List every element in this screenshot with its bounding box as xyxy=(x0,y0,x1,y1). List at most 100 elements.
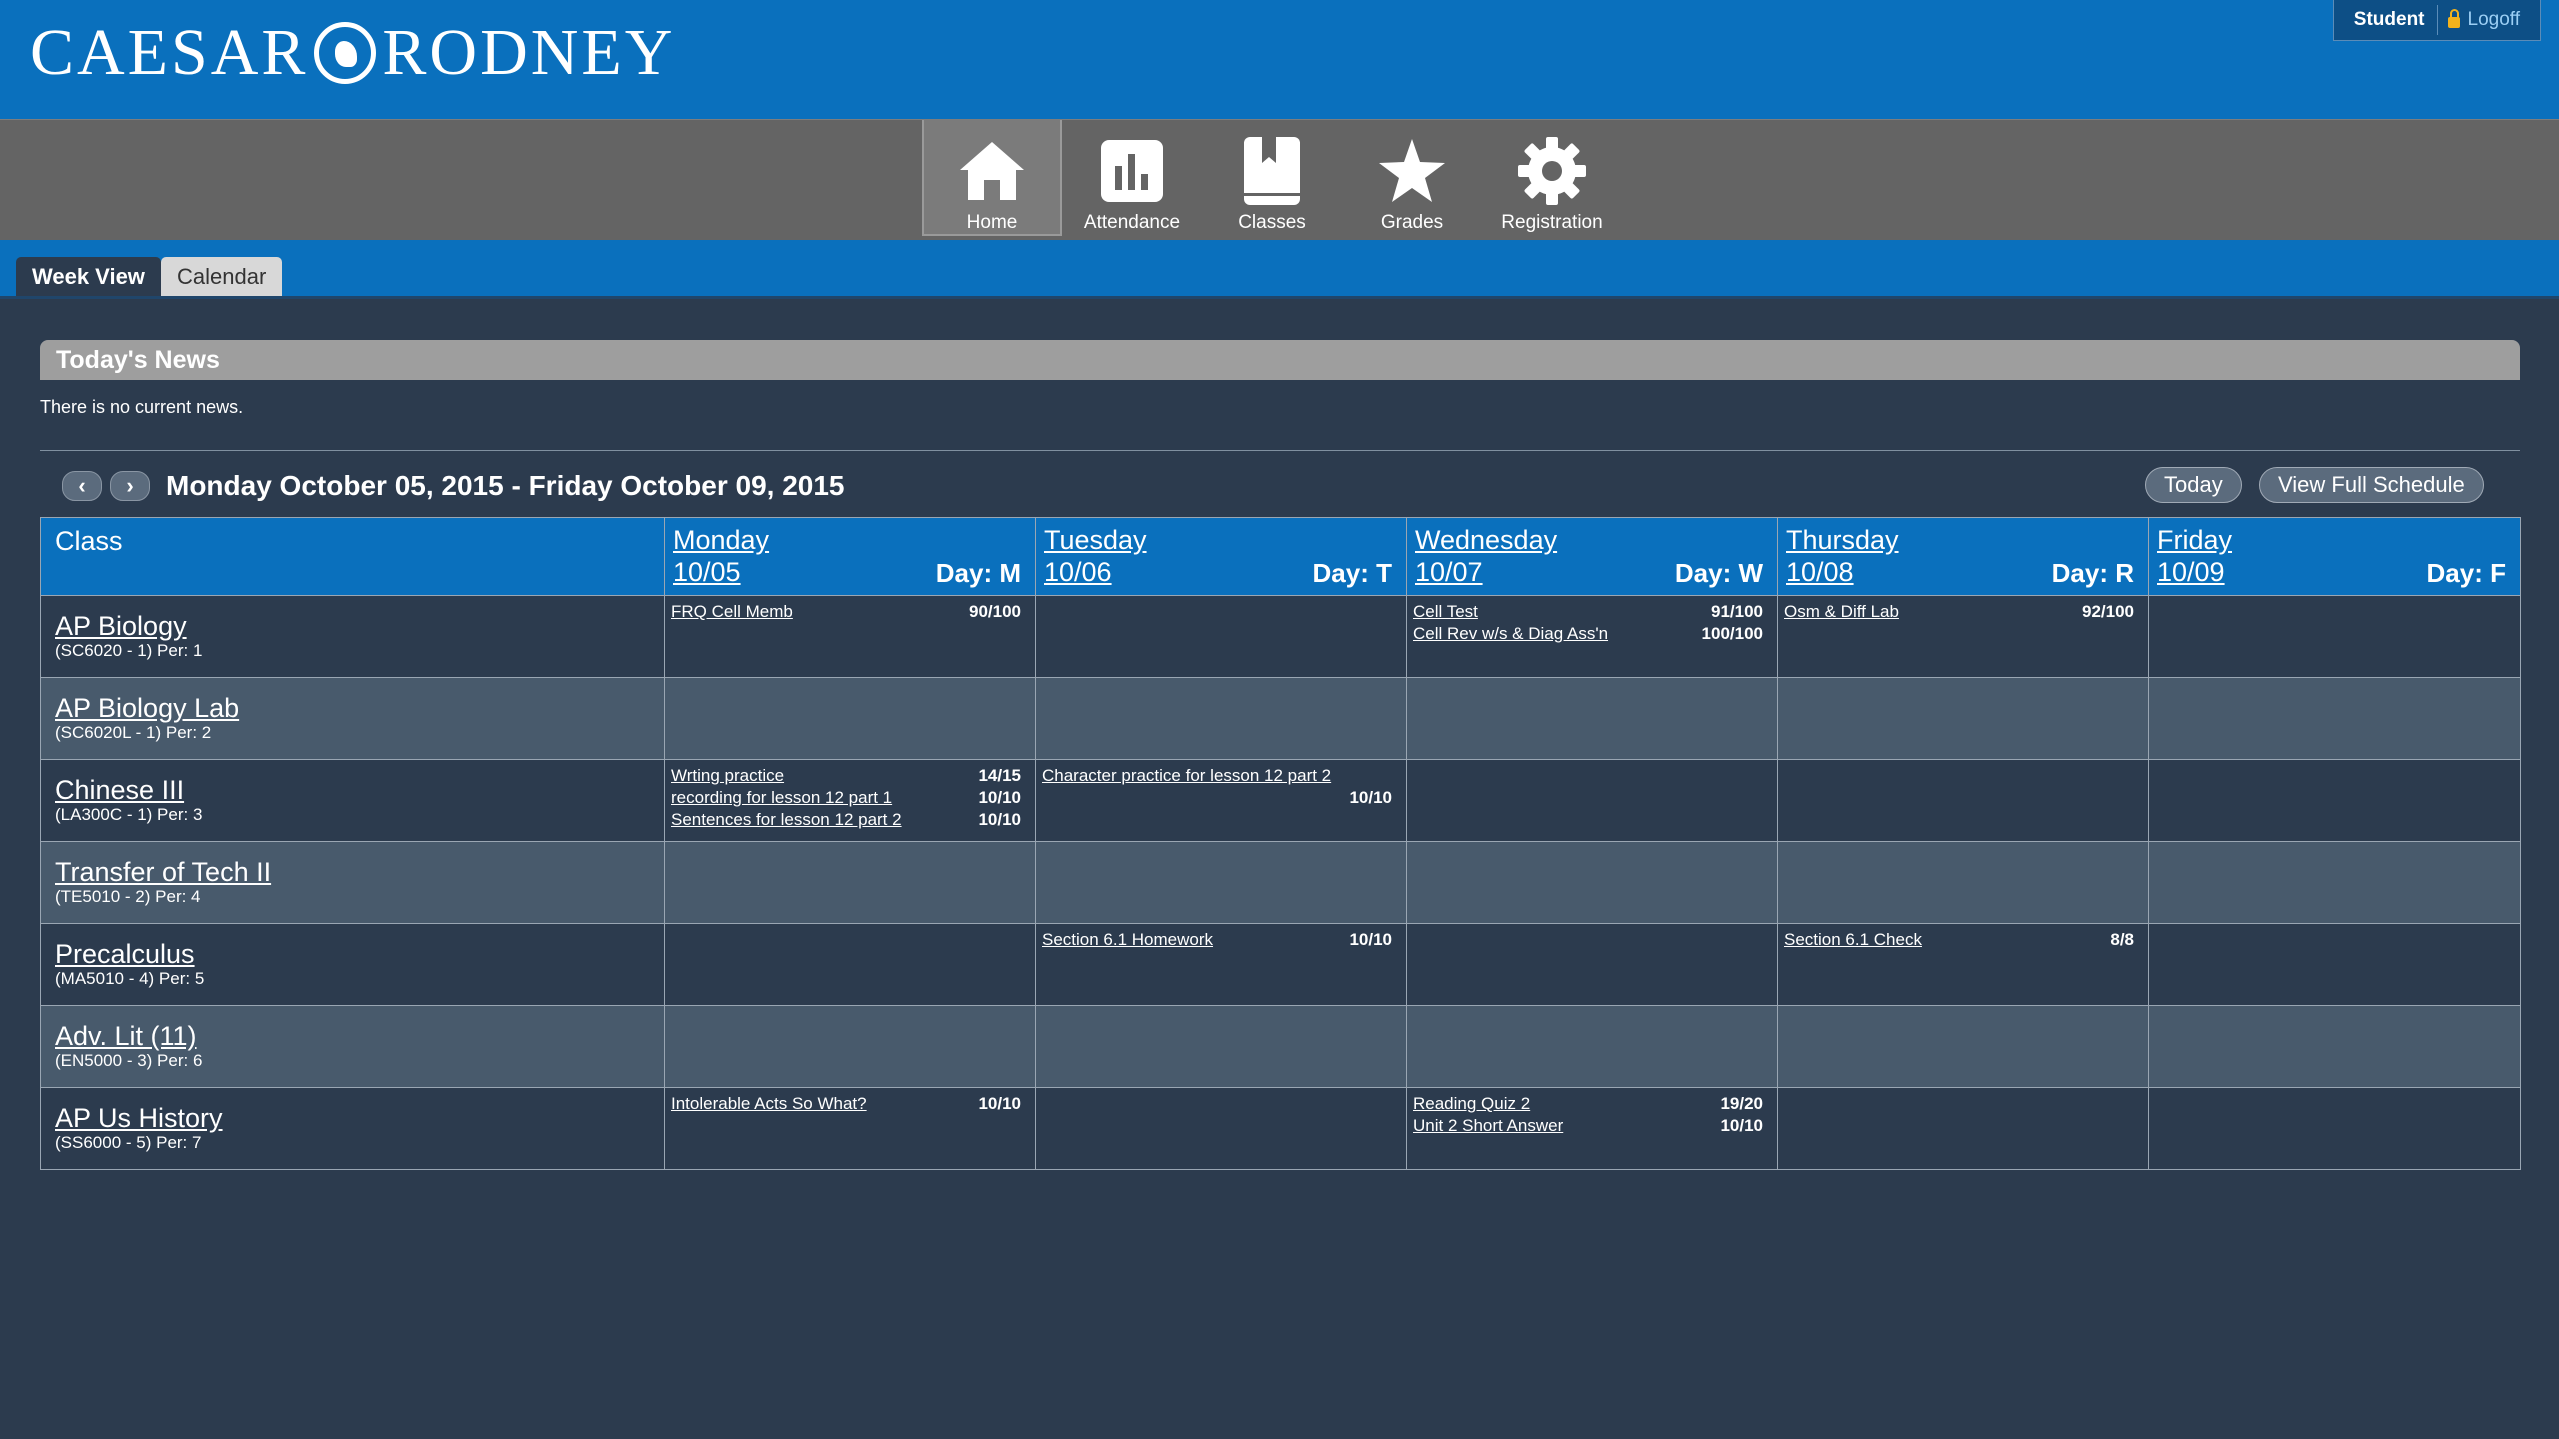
class-name-link[interactable]: Precalculus xyxy=(55,939,195,969)
assignment-link[interactable]: Wrting practice xyxy=(671,766,785,785)
nav-attendance-label: Attendance xyxy=(1083,212,1181,233)
schedule-cell xyxy=(664,841,1036,924)
main-nav: Home Attendance Classes Grades xyxy=(0,119,2559,243)
table-header-row: Class Monday 10/05 Day: M Tuesday 10/06 … xyxy=(40,517,2521,596)
prev-week-button[interactable]: ‹ xyxy=(62,471,102,501)
week-range-title: Monday October 05, 2015 - Friday October… xyxy=(166,470,845,501)
day-header-tuesday: Tuesday 10/06 Day: T xyxy=(1035,517,1407,596)
assignment-link[interactable]: Cell Test xyxy=(1413,602,1478,621)
schedule-cell xyxy=(664,677,1036,760)
class-column-header: Class xyxy=(40,517,665,596)
chevron-right-icon: › xyxy=(126,473,134,498)
nav-registration[interactable]: Registration xyxy=(1482,120,1622,236)
class-name-link[interactable]: Adv. Lit (11) xyxy=(55,1021,197,1051)
schedule-cell: FRQ Cell Memb 90/100 xyxy=(664,595,1036,678)
table-row: Precalculus (MA5010 - 4) Per: 5 Section … xyxy=(40,923,2521,1006)
schedule-cell xyxy=(2148,841,2521,924)
class-cell: AP Biology (SC6020 - 1) Per: 1 xyxy=(40,595,665,678)
day-name-link[interactable]: Monday xyxy=(673,525,770,555)
assignment-link[interactable]: Unit 2 Short Answer xyxy=(1413,1116,1564,1135)
day-name-link[interactable]: Friday xyxy=(2157,525,2233,555)
sub-tab-bar: Week View Calendar xyxy=(0,240,2559,299)
assignment-score: 8/8 xyxy=(2110,930,2134,949)
assignment-item: Unit 2 Short Answer 10/10 xyxy=(1413,1115,1763,1137)
class-name-link[interactable]: AP Biology xyxy=(55,611,187,641)
day-date-link[interactable]: 10/05 xyxy=(673,557,741,587)
schedule-cell: Section 6.1 Homework 10/10 xyxy=(1035,923,1407,1006)
assignment-link[interactable]: Osm & Diff Lab xyxy=(1784,602,1899,621)
class-name-link[interactable]: Transfer of Tech II xyxy=(55,857,272,887)
table-row: AP Biology Lab (SC6020L - 1) Per: 2 xyxy=(40,677,2521,760)
day-date-link[interactable]: 10/06 xyxy=(1044,557,1112,587)
table-row: AP Us History (SS6000 - 5) Per: 7 Intole… xyxy=(40,1087,2521,1170)
assignment-link[interactable]: Reading Quiz 2 xyxy=(1413,1094,1531,1113)
day-header-monday: Monday 10/05 Day: M xyxy=(664,517,1036,596)
day-date-link[interactable]: 10/09 xyxy=(2157,557,2225,587)
schedule-cell: Intolerable Acts So What? 10/10 xyxy=(664,1087,1036,1170)
schedule-cell xyxy=(1406,1005,1778,1088)
table-row: Transfer of Tech II (TE5010 - 2) Per: 4 xyxy=(40,841,2521,924)
schedule-cell xyxy=(1777,1005,2149,1088)
table-row: Chinese III (LA300C - 1) Per: 3 Wrting p… xyxy=(40,759,2521,842)
assignment-item: Osm & Diff Lab 92/100 xyxy=(1784,601,2134,623)
assignment-item: Character practice for lesson 12 part 2 … xyxy=(1042,765,1392,809)
tab-calendar[interactable]: Calendar xyxy=(161,257,283,296)
seal-icon xyxy=(314,22,377,84)
lock-icon xyxy=(2447,8,2460,28)
assignment-link[interactable]: Section 6.1 Check xyxy=(1784,930,1922,949)
class-info: (EN5000 - 3) Per: 6 xyxy=(55,1051,203,1070)
schedule-cell xyxy=(1406,677,1778,760)
class-info: (SC6020 - 1) Per: 1 xyxy=(55,641,203,660)
class-name-link[interactable]: AP Biology Lab xyxy=(55,693,240,723)
section-divider xyxy=(40,450,2520,451)
day-date-link[interactable]: 10/07 xyxy=(1415,557,1483,587)
assignment-item: recording for lesson 12 part 1 10/10 xyxy=(671,787,1021,809)
next-week-button[interactable]: › xyxy=(110,471,150,501)
tab-week-view[interactable]: Week View xyxy=(16,257,161,296)
assignment-item: FRQ Cell Memb 90/100 xyxy=(671,601,1021,623)
assignment-score: 10/10 xyxy=(1720,1116,1763,1135)
news-text: There is no current news. xyxy=(40,397,244,417)
assignment-link[interactable]: Sentences for lesson 12 part 2 xyxy=(671,810,902,829)
assignment-score: 90/100 xyxy=(969,602,1021,621)
star-icon xyxy=(1377,136,1447,206)
assignment-link[interactable]: Cell Rev w/s & Diag Ass'n xyxy=(1413,624,1609,643)
nav-classes[interactable]: Classes xyxy=(1202,120,1342,236)
class-cell: Adv. Lit (11) (EN5000 - 3) Per: 6 xyxy=(40,1005,665,1088)
schedule-cell: Cell Test 91/100 Cell Rev w/s & Diag Ass… xyxy=(1406,595,1778,678)
schedule-cell xyxy=(2148,1005,2521,1088)
schedule-cell xyxy=(1035,677,1407,760)
schedule-cell xyxy=(2148,923,2521,1006)
view-full-schedule-button[interactable]: View Full Schedule xyxy=(2259,467,2484,503)
day-date-link[interactable]: 10/08 xyxy=(1786,557,1854,587)
schedule-cell xyxy=(2148,677,2521,760)
logoff-link[interactable]: Logoff xyxy=(2467,9,2520,30)
day-letter: Day: M xyxy=(935,558,1021,588)
schedule-cell xyxy=(664,1005,1036,1088)
assignment-score: 10/10 xyxy=(978,788,1021,807)
assignment-link[interactable]: Section 6.1 Homework xyxy=(1042,930,1214,949)
class-name-link[interactable]: Chinese III xyxy=(55,775,185,805)
assignment-item: Reading Quiz 2 19/20 xyxy=(1413,1093,1763,1115)
day-name-link[interactable]: Tuesday xyxy=(1044,525,1147,555)
day-name-link[interactable]: Wednesday xyxy=(1415,525,1558,555)
assignment-link[interactable]: recording for lesson 12 part 1 xyxy=(671,788,893,807)
home-icon xyxy=(957,136,1027,206)
assignment-item: Wrting practice 14/15 xyxy=(671,765,1021,787)
assignment-link[interactable]: FRQ Cell Memb xyxy=(671,602,793,621)
nav-attendance[interactable]: Attendance xyxy=(1062,120,1202,236)
assignment-link[interactable]: Intolerable Acts So What? xyxy=(671,1094,867,1113)
assignment-item: Section 6.1 Check 8/8 xyxy=(1784,929,2134,951)
nav-registration-label: Registration xyxy=(1501,212,1603,233)
nav-home[interactable]: Home xyxy=(922,120,1062,236)
today-button[interactable]: Today xyxy=(2145,467,2242,503)
user-name: Student xyxy=(2353,9,2425,30)
class-name-link[interactable]: AP Us History xyxy=(55,1103,223,1133)
assignment-item: Intolerable Acts So What? 10/10 xyxy=(671,1093,1021,1115)
nav-grades[interactable]: Grades xyxy=(1342,120,1482,236)
day-header-thursday: Thursday 10/08 Day: R xyxy=(1777,517,2149,596)
class-cell: AP Us History (SS6000 - 5) Per: 7 xyxy=(40,1087,665,1170)
day-name-link[interactable]: Thursday xyxy=(1786,525,1899,555)
assignment-link[interactable]: Character practice for lesson 12 part 2 xyxy=(1042,766,1332,785)
schedule-cell xyxy=(1777,759,2149,842)
